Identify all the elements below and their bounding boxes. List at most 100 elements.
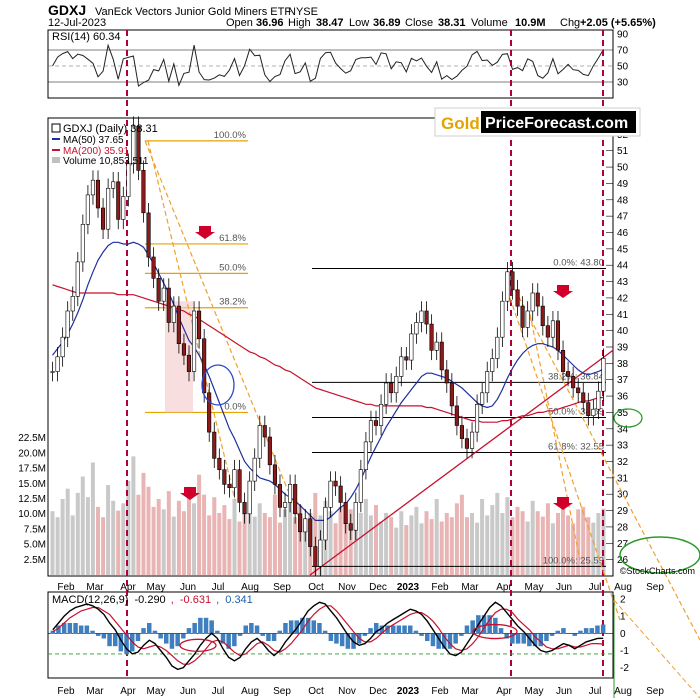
candle-body xyxy=(141,170,146,214)
x-axis-label-bottom: Jul xyxy=(212,686,225,697)
candle xyxy=(111,171,116,199)
candle-body xyxy=(80,224,85,263)
down-arrow-marker xyxy=(553,497,573,510)
macd-signal-line xyxy=(52,605,604,665)
volume-bar xyxy=(75,492,80,575)
macd-histogram-bar xyxy=(589,628,594,634)
macd-histogram-bar xyxy=(402,625,407,634)
volume-bar xyxy=(96,506,100,575)
x-axis-label-bottom: Dec xyxy=(369,686,387,697)
candle-body xyxy=(530,292,535,312)
candle xyxy=(222,459,227,495)
candle-body xyxy=(176,305,181,345)
macd-histogram-bar xyxy=(396,625,402,634)
price-tick-label: 33 xyxy=(617,441,629,452)
macd-tick-label: 1 xyxy=(620,612,626,623)
candle xyxy=(565,361,571,387)
candle xyxy=(303,508,308,542)
candle-body xyxy=(186,354,191,372)
volume-tick-label: 22.5M xyxy=(18,433,46,444)
macd-histogram-bar xyxy=(600,624,606,634)
macd-histogram-bar xyxy=(271,633,277,641)
candle-body xyxy=(106,188,111,230)
volume-tick-label: 20.0M xyxy=(18,448,46,459)
candle xyxy=(444,360,449,393)
x-axis-label-top: Feb xyxy=(57,582,75,593)
volume-bar xyxy=(470,513,474,575)
macd-histogram-bar xyxy=(300,617,305,634)
macd-histogram-bar xyxy=(385,625,390,634)
macd-histogram-bar xyxy=(442,633,447,649)
x-axis-label-top: 2023 xyxy=(397,582,420,593)
legend-volume: Volume 10,853,511 xyxy=(63,156,149,167)
macd-histogram-bar xyxy=(113,633,118,647)
volume-bar xyxy=(348,509,353,575)
candle xyxy=(353,492,358,541)
candle xyxy=(500,291,505,347)
candle xyxy=(90,170,95,205)
price-tick-label: 34 xyxy=(617,424,629,435)
volume-bar xyxy=(444,513,449,575)
target-ellipse xyxy=(619,536,700,574)
symbol: GDXJ xyxy=(48,2,86,18)
candle xyxy=(80,214,85,272)
macd-histogram-bar xyxy=(288,620,294,634)
macd-histogram-bar xyxy=(73,623,78,634)
x-axis-label-bottom: Apr xyxy=(120,686,136,697)
macd-histogram-bar xyxy=(515,633,521,644)
candle-body xyxy=(85,194,90,225)
candle-body xyxy=(560,349,566,372)
candle xyxy=(550,311,556,347)
candle-body xyxy=(237,469,242,503)
support-trend-line xyxy=(309,349,614,576)
candle xyxy=(192,301,197,382)
candle-body xyxy=(303,518,308,533)
macd-histogram-bar xyxy=(453,633,458,644)
fib-left-label: 38.2% xyxy=(219,297,246,308)
x-axis-label-bottom: Jun xyxy=(556,686,572,697)
price-tick-label: 38 xyxy=(617,359,629,370)
volume-tick-label: 10.0M xyxy=(18,509,46,520)
candle xyxy=(313,536,318,576)
volume-bar xyxy=(202,494,207,575)
candle-body xyxy=(535,292,540,307)
macd-label: MACD(12,26,9) xyxy=(52,594,128,606)
fib-left-label: 0.0% xyxy=(224,401,246,412)
candle-body xyxy=(222,469,227,485)
candle-body xyxy=(166,287,171,323)
volume-bar xyxy=(181,511,186,575)
rsi-tick-label: 50 xyxy=(617,62,629,73)
macd-histogram-bar xyxy=(368,628,373,634)
volume-bar xyxy=(566,515,571,575)
candle-body xyxy=(247,480,252,515)
legend-ma200: MA(200) 35.91 xyxy=(63,146,130,157)
macd-histogram-bar xyxy=(164,633,169,644)
candle-body xyxy=(454,405,459,426)
price-tick-label: 29 xyxy=(617,506,629,517)
x-axis-label-top: Jul xyxy=(589,582,602,593)
x-axis-label-bottom: Sep xyxy=(646,686,664,697)
volume-bar xyxy=(368,515,373,575)
x-axis-label-top: May xyxy=(147,582,166,593)
candle xyxy=(419,301,424,333)
volume-bar xyxy=(141,472,146,575)
chg-value: +2.05 (+5.65%) xyxy=(580,17,656,29)
macd-tick-label: 0 xyxy=(620,629,626,640)
candle xyxy=(282,492,288,518)
volume-tick-label: 17.5M xyxy=(18,464,46,475)
candle-body xyxy=(495,336,500,359)
volume-bar xyxy=(338,506,343,575)
candle xyxy=(424,301,429,334)
volume-bar xyxy=(146,486,151,575)
candle-body xyxy=(510,271,515,291)
volume-bar xyxy=(363,499,368,575)
macd-histogram-bar xyxy=(277,630,282,634)
x-axis-label-top: Sep xyxy=(273,582,291,593)
macd-histogram-bar xyxy=(198,617,203,634)
volume-bar xyxy=(459,494,464,575)
candle xyxy=(525,301,530,338)
macd-histogram-bar xyxy=(96,633,101,636)
candle-body xyxy=(555,320,561,351)
candle xyxy=(55,347,60,382)
candle-body xyxy=(464,438,470,449)
